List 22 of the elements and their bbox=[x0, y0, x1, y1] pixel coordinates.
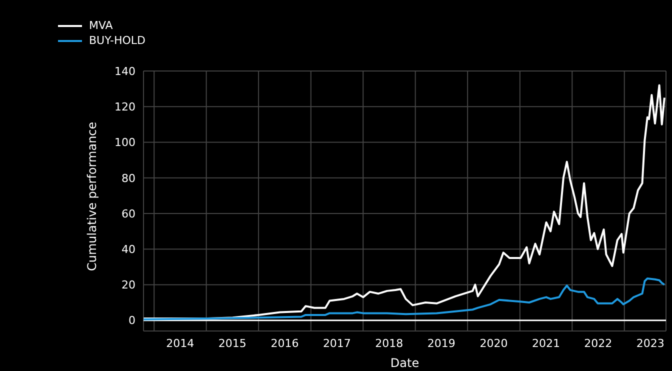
x-tick-label: 2022 bbox=[584, 336, 612, 350]
y-tick-label: 80 bbox=[122, 172, 136, 185]
x-tick-label: 2017 bbox=[322, 336, 351, 350]
y-tick-label: 100 bbox=[114, 136, 136, 150]
x-tick-label: 2018 bbox=[375, 336, 404, 350]
x-tick-label: 2016 bbox=[270, 336, 299, 350]
y-tick-label: 120 bbox=[114, 100, 136, 114]
y-axis-title: Cumulative performance bbox=[84, 122, 99, 271]
y-tick-label: 0 bbox=[128, 314, 136, 328]
y-tick-label: 140 bbox=[114, 64, 136, 78]
y-tick-label: 60 bbox=[122, 207, 136, 220]
legend-label: MVA bbox=[89, 19, 113, 32]
x-tick-label: 2014 bbox=[166, 336, 194, 350]
x-tick-label: 2023 bbox=[636, 336, 664, 350]
x-axis-title: Date bbox=[390, 356, 420, 370]
x-tick-label: 2021 bbox=[532, 336, 560, 350]
y-tick-label: 40 bbox=[122, 242, 136, 256]
x-tick-label: 2015 bbox=[218, 336, 246, 350]
legend-label: BUY-HOLD bbox=[89, 34, 146, 47]
x-tick-label: 2019 bbox=[427, 336, 456, 350]
y-tick-label: 20 bbox=[122, 278, 136, 292]
x-tick-label: 2020 bbox=[480, 336, 508, 350]
